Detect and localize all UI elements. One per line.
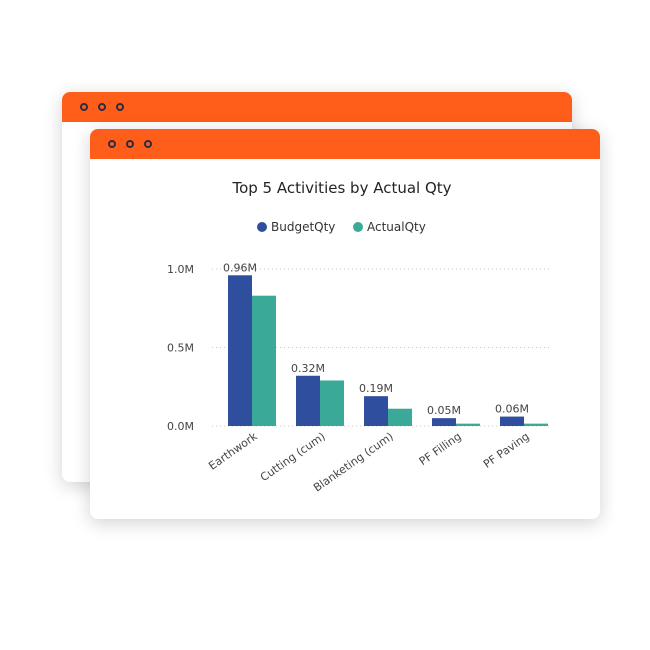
- x-tick-label: Cutting (cum): [258, 430, 328, 484]
- bar-budgetqty-2[interactable]: [364, 396, 388, 426]
- chart-legend[interactable]: BudgetQty ActualQty: [257, 220, 426, 234]
- bar-budgetqty-4[interactable]: [500, 416, 524, 426]
- window-dot-icon: [144, 140, 152, 148]
- y-tick-label: 0.5M: [167, 342, 194, 355]
- bar-chart: Top 5 Activities by Actual Qty BudgetQty…: [167, 179, 552, 494]
- x-tick-label: PF Filling: [417, 430, 464, 468]
- window-dot-icon: [80, 103, 88, 111]
- chart-bars: [228, 275, 548, 426]
- data-label: 0.06M: [495, 403, 529, 416]
- data-labels: 0.96M 0.32M 0.19M 0.05M 0.06M: [223, 261, 529, 417]
- bar-budgetqty-0[interactable]: [228, 275, 252, 426]
- window-dot-icon: [116, 103, 124, 111]
- bar-actualqty-0[interactable]: [252, 295, 276, 426]
- legend-actual-label: ActualQty: [367, 220, 426, 234]
- bar-actualqty-1[interactable]: [320, 380, 344, 426]
- y-axis: 0.0M 0.5M 1.0M: [167, 263, 194, 433]
- bar-budgetqty-3[interactable]: [432, 418, 456, 426]
- bar-actualqty-4[interactable]: [524, 423, 548, 426]
- back-window-titlebar: [62, 92, 572, 122]
- bar-actualqty-2[interactable]: [388, 408, 412, 426]
- legend-budget-marker: [257, 222, 267, 232]
- x-tick-label: PF Paving: [481, 430, 532, 471]
- chart-title: Top 5 Activities by Actual Qty: [231, 179, 451, 197]
- window-dot-icon: [108, 140, 116, 148]
- x-tick-label: Earthwork: [206, 429, 260, 472]
- front-window: Top 5 Activities by Actual Qty BudgetQty…: [90, 129, 600, 519]
- legend-actual-marker: [353, 222, 363, 232]
- legend-budget-label: BudgetQty: [271, 220, 335, 234]
- y-tick-label: 0.0M: [167, 420, 194, 433]
- data-label: 0.32M: [291, 362, 325, 375]
- data-label: 0.19M: [359, 382, 393, 395]
- data-label: 0.96M: [223, 261, 257, 274]
- bar-actualqty-3[interactable]: [456, 423, 480, 426]
- window-dot-icon: [126, 140, 134, 148]
- data-label: 0.05M: [427, 404, 461, 417]
- window-dot-icon: [98, 103, 106, 111]
- y-tick-label: 1.0M: [167, 263, 194, 276]
- bar-budgetqty-1[interactable]: [296, 375, 320, 426]
- front-window-titlebar: [90, 129, 600, 159]
